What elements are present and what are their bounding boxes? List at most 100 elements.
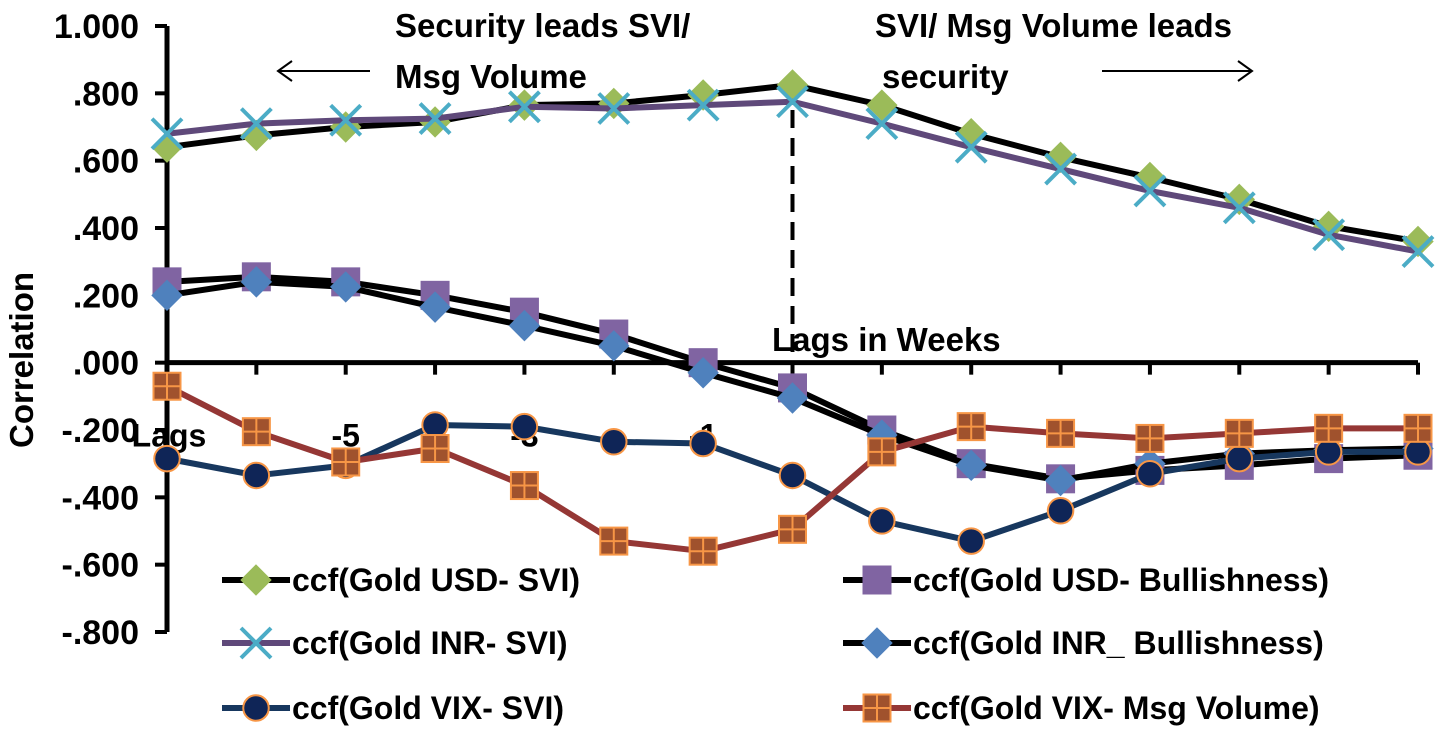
data-point <box>598 330 630 362</box>
data-point <box>1133 174 1167 208</box>
data-point <box>239 107 273 141</box>
data-point <box>421 411 449 439</box>
data-point <box>509 471 539 501</box>
y-tick-label: .400 <box>73 210 139 248</box>
data-point <box>776 85 809 119</box>
data-point <box>1403 413 1433 443</box>
data-point <box>241 417 271 447</box>
data-point <box>600 428 628 456</box>
data-point <box>152 371 182 401</box>
data-point <box>240 119 273 152</box>
marker-stroke-b <box>954 130 988 164</box>
annotation-right-line2: security <box>882 58 1009 95</box>
data-point <box>778 461 807 490</box>
legend-item: ccf(Gold VIX- Msg Volume) <box>843 690 1320 726</box>
legend-label: ccf(Gold VIX- SVI) <box>292 690 564 726</box>
legend-marker <box>861 627 893 659</box>
data-point <box>956 412 986 442</box>
legend-item: ccf(Gold VIX- SVI) <box>222 690 564 726</box>
data-point <box>510 412 539 441</box>
y-tick-label: -.400 <box>62 479 140 517</box>
data-point <box>419 106 451 138</box>
data-point <box>954 130 988 164</box>
data-point <box>687 357 719 389</box>
data-point <box>508 90 541 124</box>
legend-item: ccf(Gold INR_ Bullishness) <box>843 625 1324 661</box>
data-point <box>866 89 898 121</box>
marker-stroke-b <box>1312 218 1346 252</box>
legend: ccf(Gold USD- SVI) ccf(Gold USD- Bullishn… <box>222 562 1329 726</box>
legend-label: ccf(Gold VIX- Msg Volume) <box>913 690 1320 726</box>
data-point <box>242 461 271 490</box>
data-point <box>420 434 450 464</box>
series-layer <box>150 69 1435 566</box>
marker-stroke-b <box>776 85 809 119</box>
annotation-left-line1: Security leads SVI/ <box>395 7 690 44</box>
marker-stroke-b <box>239 626 273 660</box>
x-axis-title: Lags in Weeks <box>772 321 1001 358</box>
data-point <box>597 92 631 125</box>
y-tick-label: 1.000 <box>54 8 139 46</box>
data-point <box>599 526 629 556</box>
marker-stroke-b <box>1401 235 1435 268</box>
legend-marker <box>242 694 270 722</box>
data-point <box>329 103 363 137</box>
y-tick-label: -.600 <box>62 547 140 585</box>
legend-marker <box>240 564 272 596</box>
data-point <box>1222 191 1256 225</box>
series-3 <box>150 85 1435 268</box>
data-point <box>688 536 718 566</box>
marker-stroke-b <box>865 107 899 141</box>
data-point <box>955 449 987 482</box>
data-point <box>776 382 809 414</box>
legend-item: ccf(Gold USD- SVI) <box>222 562 580 598</box>
marker-stroke-b <box>597 92 631 125</box>
y-tick-label: -.200 <box>62 412 140 450</box>
legend-item: ccf(Gold INR- SVI) <box>222 625 568 661</box>
y-axis-title: Correlation <box>3 272 40 448</box>
marker-stroke-b <box>329 103 363 137</box>
y-tick-label: .200 <box>73 277 139 315</box>
data-point <box>1046 497 1075 525</box>
data-point <box>1225 444 1254 473</box>
data-point <box>1046 418 1076 448</box>
data-point <box>331 447 361 477</box>
data-point <box>776 69 809 101</box>
marker-stroke-b <box>150 117 184 151</box>
y-tick-label: -.800 <box>62 614 140 652</box>
annotation-right-line1: SVI/ Msg Volume leads <box>875 7 1232 44</box>
right-arrow <box>1102 60 1254 82</box>
data-point <box>151 279 183 312</box>
annotation-layer: Security leads SVI/ Msg Volume SVI/ Msg … <box>3 7 1254 448</box>
data-point <box>1401 235 1435 268</box>
marker-body <box>862 565 892 595</box>
y-tick-label: .800 <box>73 75 139 113</box>
data-point <box>689 429 717 458</box>
marker-stroke-b <box>239 107 273 141</box>
legend-item: ccf(Gold USD- Bullishness) <box>843 562 1329 598</box>
data-point <box>1224 418 1254 448</box>
data-point <box>240 266 273 298</box>
marker-stroke-b <box>1044 152 1077 186</box>
legend-label: ccf(Gold INR_ Bullishness) <box>913 625 1324 661</box>
left-arrow <box>276 60 370 82</box>
data-point <box>1312 218 1346 252</box>
y-tick-label: .600 <box>73 143 139 181</box>
legend-marker <box>239 626 273 660</box>
y-tick-label: .000 <box>73 345 139 383</box>
data-point <box>330 271 362 303</box>
data-point <box>1402 225 1434 258</box>
data-point <box>778 514 807 544</box>
data-point <box>957 527 985 555</box>
data-point <box>150 117 184 151</box>
data-point <box>598 87 630 120</box>
legend-label: ccf(Gold INR- SVI) <box>292 625 568 661</box>
data-point <box>868 507 896 535</box>
marker-stroke-b <box>686 88 720 122</box>
legend-label: ccf(Gold USD- SVI) <box>292 562 580 598</box>
data-point <box>419 291 451 323</box>
data-point <box>1135 423 1165 453</box>
series-6 <box>152 371 1433 566</box>
marker-stroke-b <box>508 90 541 124</box>
